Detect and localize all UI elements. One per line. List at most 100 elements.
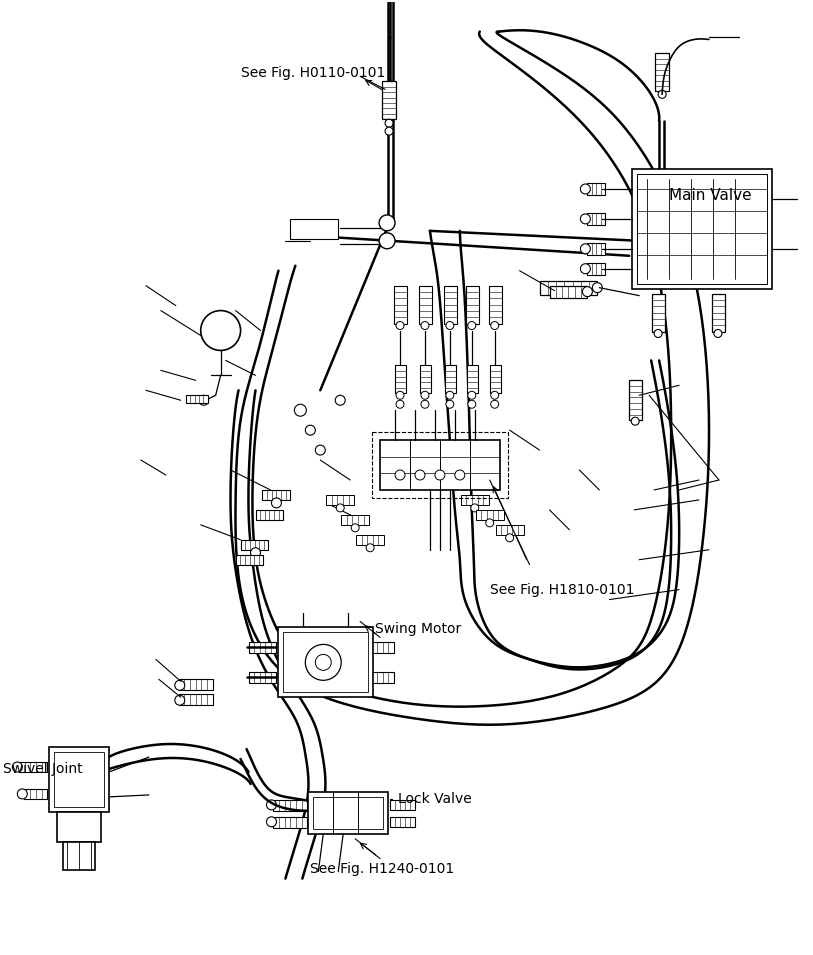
Circle shape	[396, 400, 404, 408]
Text: Main Valve: Main Valve	[669, 188, 752, 203]
Text: Lock Valve: Lock Valve	[398, 792, 472, 806]
Circle shape	[467, 400, 476, 408]
Bar	[394, 286, 407, 324]
Bar	[445, 366, 456, 393]
Circle shape	[395, 470, 405, 480]
Bar	[50, 747, 109, 812]
Circle shape	[396, 322, 404, 329]
Circle shape	[714, 329, 722, 337]
Bar	[278, 627, 373, 697]
Circle shape	[267, 817, 276, 827]
Circle shape	[421, 400, 429, 408]
Bar	[461, 495, 489, 505]
Circle shape	[379, 233, 395, 249]
Bar	[496, 525, 524, 535]
Text: Swivel Joint: Swivel Joint	[3, 762, 83, 776]
Circle shape	[366, 543, 374, 552]
Circle shape	[659, 91, 666, 98]
Circle shape	[306, 645, 341, 680]
Bar	[236, 555, 263, 564]
Bar	[326, 495, 354, 505]
Bar	[390, 800, 415, 810]
Bar	[273, 817, 307, 828]
Circle shape	[337, 504, 344, 512]
Bar	[489, 286, 502, 324]
Circle shape	[12, 762, 22, 772]
Circle shape	[582, 286, 593, 297]
Circle shape	[506, 534, 514, 541]
Circle shape	[198, 395, 209, 405]
Bar	[54, 752, 104, 807]
Circle shape	[379, 215, 395, 231]
Circle shape	[421, 322, 429, 329]
Circle shape	[580, 184, 590, 194]
Bar	[284, 632, 368, 692]
Bar	[273, 800, 307, 811]
Circle shape	[467, 392, 476, 399]
Circle shape	[17, 789, 28, 799]
Bar	[185, 395, 207, 403]
Circle shape	[201, 310, 241, 350]
Circle shape	[491, 322, 498, 329]
Bar	[587, 213, 606, 224]
Bar	[476, 510, 504, 520]
Bar	[341, 515, 369, 525]
Bar	[587, 243, 606, 255]
Circle shape	[385, 127, 393, 136]
Bar	[382, 81, 396, 119]
Bar	[629, 380, 642, 420]
Bar	[366, 672, 394, 683]
Bar	[366, 643, 394, 653]
Text: See Fig. H1240-0101: See Fig. H1240-0101	[311, 861, 454, 876]
Bar	[20, 762, 47, 772]
Circle shape	[580, 214, 590, 223]
Circle shape	[467, 322, 476, 329]
Circle shape	[421, 392, 429, 399]
Circle shape	[351, 524, 359, 532]
Bar	[255, 510, 284, 520]
Bar	[550, 286, 587, 298]
Bar	[63, 841, 95, 870]
Bar	[24, 789, 47, 799]
Circle shape	[396, 392, 404, 399]
Circle shape	[267, 800, 276, 810]
Bar	[712, 293, 725, 331]
Bar	[633, 169, 772, 288]
Circle shape	[385, 119, 393, 127]
Bar	[308, 792, 388, 834]
Circle shape	[580, 244, 590, 254]
Circle shape	[175, 695, 185, 705]
Bar	[249, 643, 276, 653]
Circle shape	[306, 425, 315, 435]
Bar	[241, 540, 268, 550]
Circle shape	[446, 392, 454, 399]
Bar	[467, 366, 478, 393]
Circle shape	[631, 417, 639, 425]
Circle shape	[471, 504, 479, 512]
Bar	[57, 812, 101, 841]
Circle shape	[315, 654, 331, 670]
Bar	[652, 293, 665, 331]
Bar	[466, 286, 479, 324]
Circle shape	[485, 519, 493, 527]
Circle shape	[593, 283, 602, 292]
Bar	[356, 535, 384, 544]
Circle shape	[446, 400, 454, 408]
Bar	[587, 263, 606, 275]
Bar	[395, 366, 406, 393]
Text: See Fig. H1810-0101: See Fig. H1810-0101	[489, 583, 634, 597]
Text: See Fig. H0110-0101: See Fig. H0110-0101	[241, 67, 385, 80]
Bar	[587, 183, 606, 195]
Bar	[655, 53, 669, 92]
Bar	[419, 286, 432, 324]
Circle shape	[454, 470, 465, 480]
Circle shape	[294, 404, 307, 416]
Bar	[372, 433, 507, 498]
Bar	[313, 796, 383, 829]
Bar	[540, 281, 598, 295]
Bar	[489, 366, 501, 393]
Circle shape	[272, 498, 281, 508]
Circle shape	[491, 400, 498, 408]
Bar	[263, 490, 290, 499]
Bar	[249, 672, 276, 683]
